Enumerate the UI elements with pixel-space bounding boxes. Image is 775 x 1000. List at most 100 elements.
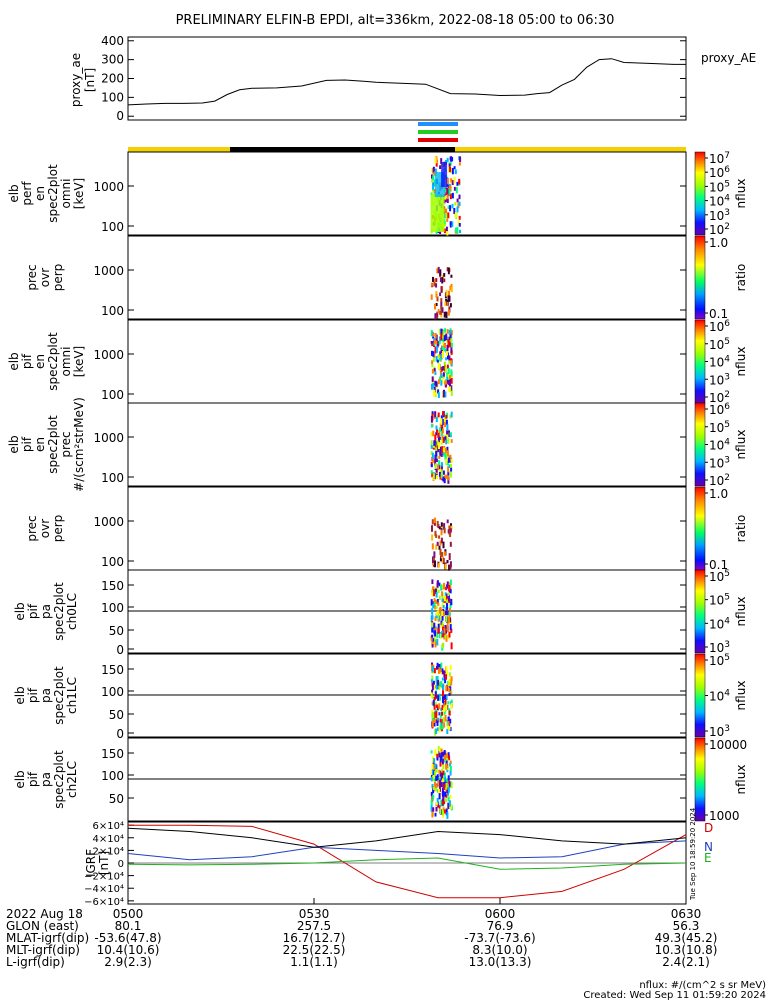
spec-pixel <box>448 594 450 599</box>
spec-pixel <box>449 564 452 570</box>
spec-pixel <box>444 447 447 455</box>
spec-pixel <box>450 286 453 293</box>
spec-pixel <box>436 440 439 447</box>
ephem-cell: 10.3(10.8) <box>655 943 718 957</box>
spec-pixel <box>433 339 436 345</box>
spec-pixel <box>436 720 439 726</box>
spec-pixel <box>441 725 444 730</box>
igrf-series-total <box>127 827 687 848</box>
spec-pixel <box>445 674 447 680</box>
ytick-label: 150 <box>101 579 124 593</box>
colorbar-tick-label: 104 <box>709 616 730 631</box>
ae-ytick-label: 400 <box>101 34 124 48</box>
spec-pixel <box>442 351 444 358</box>
spec-pixel <box>437 464 440 471</box>
ytick-label: 100 <box>101 769 124 783</box>
spec-pixel <box>451 168 454 175</box>
spec-pixel <box>444 361 447 366</box>
spec-pixel <box>437 340 440 346</box>
spec-pixel <box>444 698 447 706</box>
spec-pixel <box>456 181 459 186</box>
spec-pixel <box>443 611 445 617</box>
ephemeris-table: 2022 Aug 18 0500 0530 0600 0630 GLON (east) 80… <box>6 898 717 969</box>
spec-pixel <box>449 528 452 533</box>
spec-pixel <box>437 780 440 787</box>
spec-pixel <box>442 366 445 371</box>
spec-pixel <box>438 793 441 800</box>
ephem-cell: 0530 <box>299 907 330 921</box>
spec-pixel <box>432 786 435 790</box>
spec-pixel <box>434 763 437 769</box>
spec-pixel <box>448 553 451 561</box>
spec-pixel <box>435 728 438 735</box>
spec-pixel <box>440 463 443 471</box>
spec-pixel <box>447 722 450 730</box>
spec-pixel <box>439 558 442 562</box>
colorbar-tick-label: 106 <box>709 165 730 180</box>
spec-pixel <box>444 676 447 684</box>
spec-pixel <box>442 558 445 565</box>
spec-pixel <box>444 391 447 398</box>
spec-pixel <box>430 440 433 446</box>
spec-pixel <box>436 666 438 670</box>
spec-pixel <box>446 622 449 628</box>
spec-pixel <box>439 761 442 767</box>
spec-pixel <box>444 753 447 760</box>
spec-pixel <box>441 622 444 627</box>
spec-pixel <box>435 159 438 167</box>
spec-pixel <box>430 282 433 286</box>
spec-pixel <box>433 781 436 788</box>
spec-pixel <box>433 280 436 287</box>
spec-pixel <box>439 311 442 315</box>
spec-pixel <box>435 591 438 598</box>
ae-ytick-label: 300 <box>101 53 124 67</box>
spec-pixel <box>448 336 451 341</box>
orbit-bar-yellow-2 <box>455 147 686 152</box>
spec-pixel <box>436 706 439 711</box>
spec-pixel <box>432 699 435 706</box>
spec-pixel <box>450 702 453 710</box>
igrf-series-e <box>127 857 687 870</box>
spec-pixel <box>448 755 451 761</box>
spec-pixel <box>436 631 439 639</box>
spec-pixel <box>437 680 440 686</box>
ephem-row-label: MLAT-igrf(dip) <box>6 931 89 945</box>
spec-pixel <box>436 340 439 345</box>
spec-pixel <box>434 530 437 536</box>
panel-ylabel-line: perf <box>20 181 34 206</box>
spec-pixel <box>446 157 449 163</box>
spec-pixel <box>432 604 435 609</box>
spec-pixel <box>445 226 448 232</box>
panel-ylabel-line: pif <box>26 687 40 703</box>
panel-ylabel-line: elb <box>7 184 21 202</box>
spec-pixel <box>431 376 434 382</box>
spec-pixel <box>448 430 450 437</box>
spec-pixel <box>446 446 449 451</box>
spec-pixel <box>443 278 446 283</box>
spec-pixel <box>449 617 452 623</box>
panel-ylabel-line: spec2plot <box>52 582 66 641</box>
spec-pixel <box>445 695 448 701</box>
spec-pixel <box>443 478 446 484</box>
spec-pixel <box>449 221 452 226</box>
spec-pixel <box>431 343 434 347</box>
spec-pixel <box>443 343 446 348</box>
spec-pixel <box>450 378 453 384</box>
panel-ylabel-line: pa <box>39 772 53 787</box>
spec-pixel <box>430 432 433 437</box>
spec-pixel <box>448 726 451 731</box>
colorbar-tick-label: 103 <box>709 724 730 739</box>
spec-pixel <box>431 701 434 705</box>
spec-pixel <box>434 616 437 622</box>
spec-pixel <box>432 794 435 800</box>
spec-pixel <box>432 473 435 479</box>
spec-pixel <box>449 285 452 291</box>
spec-pixel <box>443 772 446 777</box>
spec-pixel <box>437 612 440 619</box>
spec-pixel <box>447 529 450 534</box>
colorbar-tick-label: 10000 <box>709 738 747 752</box>
ephem-cell: 8.3(10.0) <box>472 943 527 957</box>
spec-pixel <box>437 602 440 606</box>
spec-pixel <box>439 747 442 753</box>
spec-pixel <box>444 625 447 632</box>
